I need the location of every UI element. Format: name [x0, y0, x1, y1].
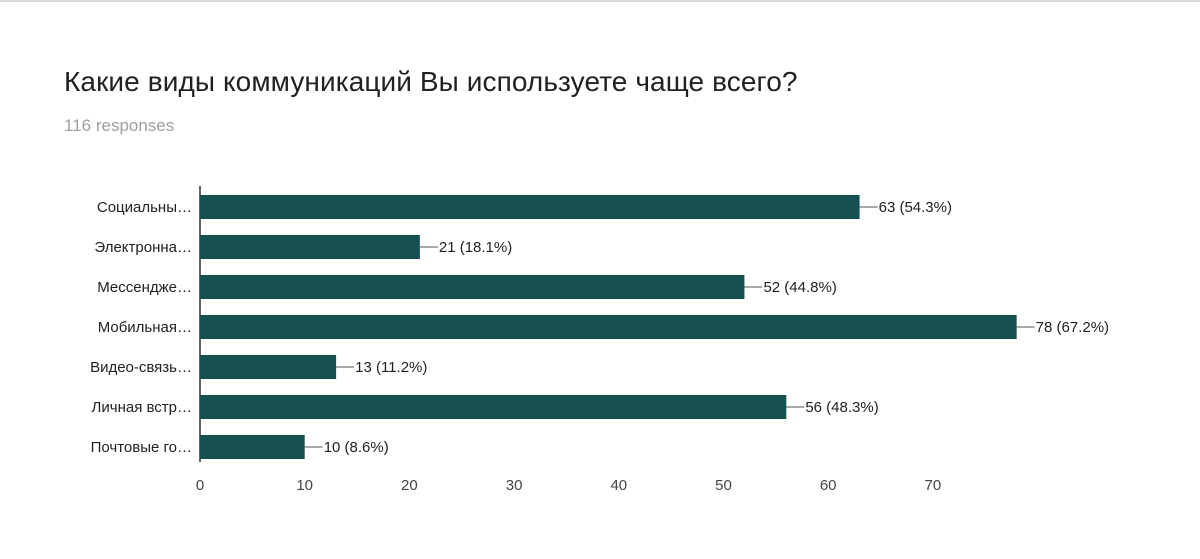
value-label: 63 (54.3%) — [879, 199, 952, 216]
value-label: 13 (11.2%) — [355, 359, 427, 376]
category-label: Социальны… — [97, 199, 192, 216]
x-tick-label: 70 — [925, 477, 942, 494]
category-label: Мобильная… — [98, 319, 192, 336]
x-tick-label: 0 — [196, 477, 204, 494]
category-label: Личная встр… — [92, 399, 192, 416]
responses-count: 116 responses — [64, 116, 175, 135]
chart-title: Какие виды коммуникаций Вы используете ч… — [64, 66, 798, 97]
value-label: 56 (48.3%) — [805, 399, 878, 416]
bar — [200, 235, 420, 259]
category-label: Мессендже… — [97, 279, 192, 296]
x-tick-label: 40 — [610, 477, 627, 494]
category-label: Видео-связь… — [90, 359, 192, 376]
value-label: 52 (44.8%) — [763, 279, 836, 296]
x-tick-label: 60 — [820, 477, 837, 494]
bar — [200, 315, 1017, 339]
value-label: 78 (67.2%) — [1036, 319, 1109, 336]
category-label: Почтовые го… — [91, 439, 192, 456]
top-divider — [0, 0, 1200, 2]
bar — [200, 355, 337, 379]
value-label: 10 (8.6%) — [324, 439, 389, 456]
bar — [200, 435, 305, 459]
x-tick-label: 10 — [296, 477, 313, 494]
bar — [200, 275, 745, 299]
x-tick-label: 20 — [401, 477, 418, 494]
bar — [200, 195, 860, 219]
bar — [200, 395, 787, 419]
category-label: Электронна… — [94, 239, 192, 256]
x-tick-label: 30 — [506, 477, 523, 494]
value-label: 21 (18.1%) — [439, 239, 512, 256]
x-tick-label: 50 — [715, 477, 732, 494]
